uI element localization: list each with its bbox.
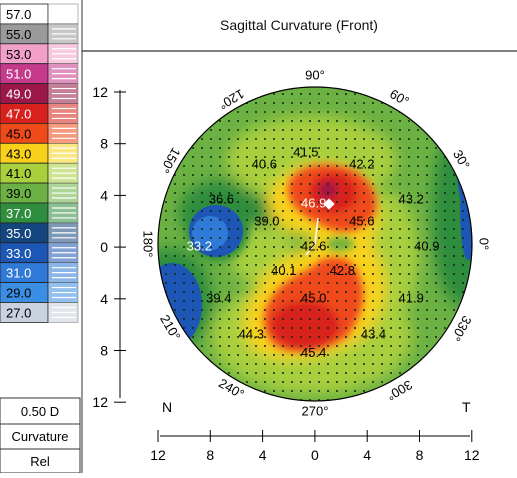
curvature-reading: 41.5 <box>293 145 318 160</box>
curvature-reading: 42.8 <box>330 263 355 278</box>
curvature-reading: 43.2 <box>399 192 424 207</box>
apex-marker[interactable] <box>323 198 335 210</box>
y-tick-label: 12 <box>92 84 108 100</box>
legend-entry: 49.0 <box>0 83 79 104</box>
legend-entry: 31.0 <box>0 262 79 284</box>
x-tick-label: 4 <box>363 447 371 463</box>
legend-entry: 45.0 <box>0 123 79 144</box>
meridian-label: 90° <box>305 67 325 82</box>
legend-value: 29.0 <box>6 286 31 301</box>
legend-value: 51.0 <box>6 67 31 82</box>
y-tick-label: 4 <box>100 187 108 203</box>
x-tick-label: 0 <box>311 447 319 463</box>
legend-entry: 39.0 <box>0 182 79 204</box>
horizontal-axis: 12 8 4 0 4 8 12 <box>150 430 480 463</box>
legend-entry: 33.0 <box>0 242 79 264</box>
legend-entry: 51.0 <box>0 63 79 85</box>
legend-entry: 35.0 <box>0 222 79 244</box>
curvature-reading: 40.9 <box>414 238 439 253</box>
x-tick-label: 4 <box>259 447 267 463</box>
legend-value: 45.0 <box>6 126 31 141</box>
legend-entry: 47.0 <box>0 103 79 124</box>
y-tick-label: 8 <box>100 343 108 359</box>
curvature-reading: 41.9 <box>399 290 424 305</box>
x-tick-label: 12 <box>150 447 166 463</box>
x-tick-label: 8 <box>416 447 424 463</box>
meridian-label: 0° <box>477 238 492 250</box>
legend-entry: 53.0 <box>0 43 79 65</box>
mode-box[interactable] <box>0 423 81 450</box>
legend-entry: 29.0 <box>0 282 79 303</box>
vertical-axis: 12 8 4 0 4 8 12 <box>92 84 126 410</box>
legend-value: 57.0 <box>6 7 31 22</box>
legend-value: 31.0 <box>6 266 31 281</box>
curvature-reading: 40.1 <box>271 263 296 278</box>
legend-value: 53.0 <box>6 47 31 62</box>
legend-value: 27.0 <box>6 306 31 321</box>
curvature-readings: 41.5 40.6 42.2 36.6 46.9 43.2 39.0 45.6 33.2 42.6… <box>187 145 440 360</box>
curvature-reading: 44.3 <box>239 327 264 342</box>
legend-value: 55.0 <box>6 27 31 42</box>
y-tick-label: 12 <box>92 394 108 410</box>
meridian-label: 180° <box>141 231 156 258</box>
type-label: Rel <box>30 454 50 469</box>
legend-entry: 43.0 <box>0 142 79 164</box>
x-tick-label: 12 <box>464 447 480 463</box>
legend-entry: 55.0 <box>0 23 79 45</box>
curvature-reading: 36.6 <box>209 192 234 207</box>
curvature-reading: 45.4 <box>301 345 326 360</box>
meridian-label: 60° <box>387 86 412 109</box>
topography-map <box>157 86 473 402</box>
legend-value: 33.0 <box>6 246 31 261</box>
legend-entry: 37.0 <box>0 202 79 224</box>
legend-value: 43.0 <box>6 146 31 161</box>
curvature-reading: 43.4 <box>361 327 386 342</box>
legend-entry: 41.0 <box>0 162 79 184</box>
legend-value: 47.0 <box>6 107 31 122</box>
legend-value: 39.0 <box>6 186 31 201</box>
map-title: Sagittal Curvature (Front) <box>220 17 378 33</box>
x-tick-label: 8 <box>206 447 214 463</box>
y-tick-label: 4 <box>100 291 108 307</box>
curvature-reading: 45.0 <box>301 290 326 305</box>
curvature-reading: 39.0 <box>254 214 279 229</box>
meridian-label: 30° <box>450 147 473 172</box>
legend-entry: 27.0 <box>0 302 79 323</box>
color-scale-legend: 57.0 55.0 53.0 51.0 49.0 47.0 45.0 43.0 41.0 39.0… <box>0 3 79 323</box>
legend-value: 41.0 <box>6 166 31 181</box>
curvature-reading: 33.2 <box>187 238 212 253</box>
mode-label: Curvature <box>11 429 68 444</box>
map-boundary <box>157 86 473 402</box>
curvature-reading: 40.6 <box>252 156 277 171</box>
step-label: 0.50 D <box>21 404 59 419</box>
apex-tracer <box>305 217 319 256</box>
y-tick-label: 0 <box>100 239 108 255</box>
legend-value: 49.0 <box>6 87 31 102</box>
curvature-reading: 46.9 <box>301 195 326 210</box>
curvature-reading: 45.6 <box>349 214 374 229</box>
meridian-label: 270° <box>302 403 329 418</box>
y-tick-label: 8 <box>100 136 108 152</box>
curvature-reading: 42.2 <box>349 156 374 171</box>
temporal-label: T <box>462 399 471 415</box>
curvature-reading: 39.4 <box>206 290 231 305</box>
legend-value: 37.0 <box>6 206 31 221</box>
nasal-label: N <box>162 399 172 415</box>
legend-entry: 57.0 <box>0 3 79 25</box>
curvature-reading: 42.6 <box>301 238 326 253</box>
legend-value: 35.0 <box>6 226 31 241</box>
